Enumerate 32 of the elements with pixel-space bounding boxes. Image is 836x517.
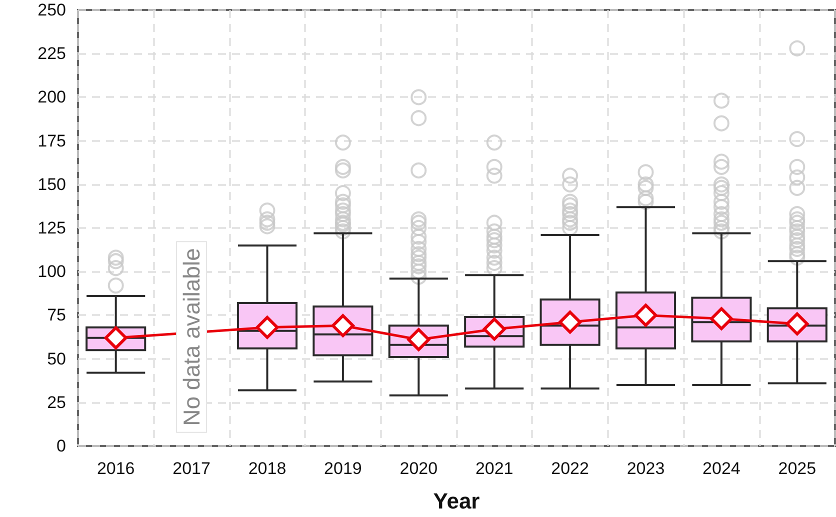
point	[407, 328, 430, 352]
x-tick-label: 2020	[400, 459, 438, 478]
x-axis-title: Year	[433, 488, 480, 514]
point	[710, 307, 733, 330]
y-tick-label: 150	[38, 174, 66, 194]
y-tick-label: 175	[38, 131, 66, 150]
x-tick-label: 2023	[626, 459, 665, 478]
point	[256, 316, 279, 339]
x-tick-label: 2018	[248, 459, 286, 478]
x-tick-label: 2017	[172, 459, 210, 478]
annotation: No data available	[178, 248, 205, 426]
point	[104, 326, 128, 350]
y-tick-label: 250	[38, 0, 66, 20]
y-tick-label: 200	[38, 88, 66, 107]
y-tick-label: 125	[38, 218, 66, 238]
x-tick-label: 2021	[475, 459, 514, 478]
x-tick-label: 2016	[96, 459, 135, 478]
x-tick-label: 2022	[551, 459, 589, 478]
y-tick-label: 0	[56, 436, 66, 456]
y-tick-label: 25	[47, 392, 66, 412]
point	[558, 310, 582, 334]
point	[786, 312, 809, 336]
y-tick-label: 75	[47, 306, 66, 325]
point	[482, 318, 506, 341]
x-tick-label: 2019	[324, 459, 362, 478]
x-tick-label: 2024	[702, 459, 740, 478]
point	[634, 304, 658, 327]
y-tick-label: 100	[38, 262, 66, 282]
x-tick-label: 2025	[778, 459, 816, 478]
y-tick-label: 50	[47, 349, 66, 368]
y-tick-label: 225	[38, 44, 66, 64]
point	[331, 314, 354, 338]
